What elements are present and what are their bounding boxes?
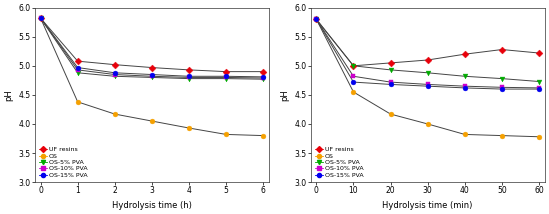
X-axis label: Hydrolysis time (h): Hydrolysis time (h): [112, 201, 192, 210]
Legend: UF resins, OS, OS-5% PVA, OS-10% PVA, OS-15% PVA: UF resins, OS, OS-5% PVA, OS-10% PVA, OS…: [314, 146, 365, 179]
X-axis label: Hydrolysis time (min): Hydrolysis time (min): [383, 201, 473, 210]
Y-axis label: pH: pH: [280, 89, 289, 101]
Legend: UF resins, OS, OS-5% PVA, OS-10% PVA, OS-15% PVA: UF resins, OS, OS-5% PVA, OS-10% PVA, OS…: [38, 146, 88, 179]
Y-axis label: pH: pH: [4, 89, 13, 101]
